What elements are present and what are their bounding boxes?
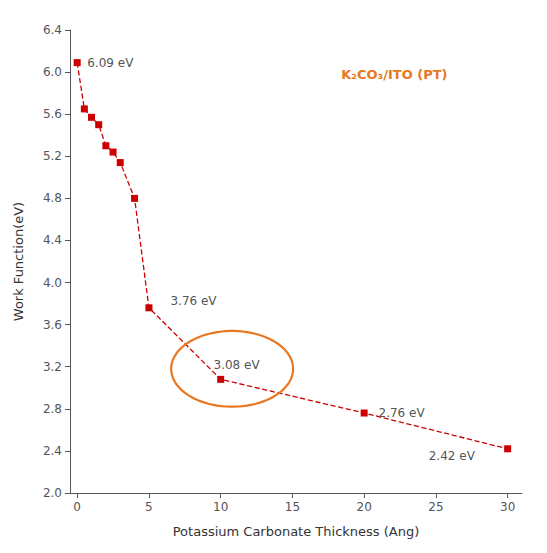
svg-text:6.0: 6.0: [43, 65, 62, 79]
svg-text:3.6: 3.6: [43, 318, 62, 332]
svg-text:25: 25: [428, 500, 443, 514]
svg-text:10: 10: [213, 500, 228, 514]
svg-text:2.76 eV: 2.76 eV: [379, 406, 426, 420]
svg-text:Potassium Carbonate Thickness: Potassium Carbonate Thickness (Ang): [173, 524, 420, 539]
svg-text:2.42 eV: 2.42 eV: [429, 449, 476, 463]
svg-text:2.4: 2.4: [43, 444, 62, 458]
svg-text:4.8: 4.8: [43, 191, 62, 205]
svg-text:3.76 eV: 3.76 eV: [170, 294, 217, 308]
svg-text:4.4: 4.4: [43, 233, 62, 247]
svg-text:20: 20: [357, 500, 372, 514]
svg-text:15: 15: [285, 500, 300, 514]
svg-text:5.2: 5.2: [43, 149, 62, 163]
svg-text:4.0: 4.0: [43, 276, 62, 290]
svg-text:0: 0: [73, 500, 81, 514]
svg-text:3.2: 3.2: [43, 360, 62, 374]
svg-text:30: 30: [500, 500, 515, 514]
svg-text:6.4: 6.4: [43, 23, 62, 37]
svg-text:2.0: 2.0: [43, 486, 62, 500]
svg-text:2.8: 2.8: [43, 402, 62, 416]
svg-text:K₂CO₃/ITO (PT): K₂CO₃/ITO (PT): [341, 67, 447, 82]
svg-text:Work Function(eV): Work Function(eV): [11, 202, 26, 321]
svg-text:6.09 eV: 6.09 eV: [87, 56, 134, 70]
svg-text:5: 5: [145, 500, 153, 514]
svg-text:3.08 eV: 3.08 eV: [213, 358, 260, 372]
svg-text:5.6: 5.6: [43, 107, 62, 121]
